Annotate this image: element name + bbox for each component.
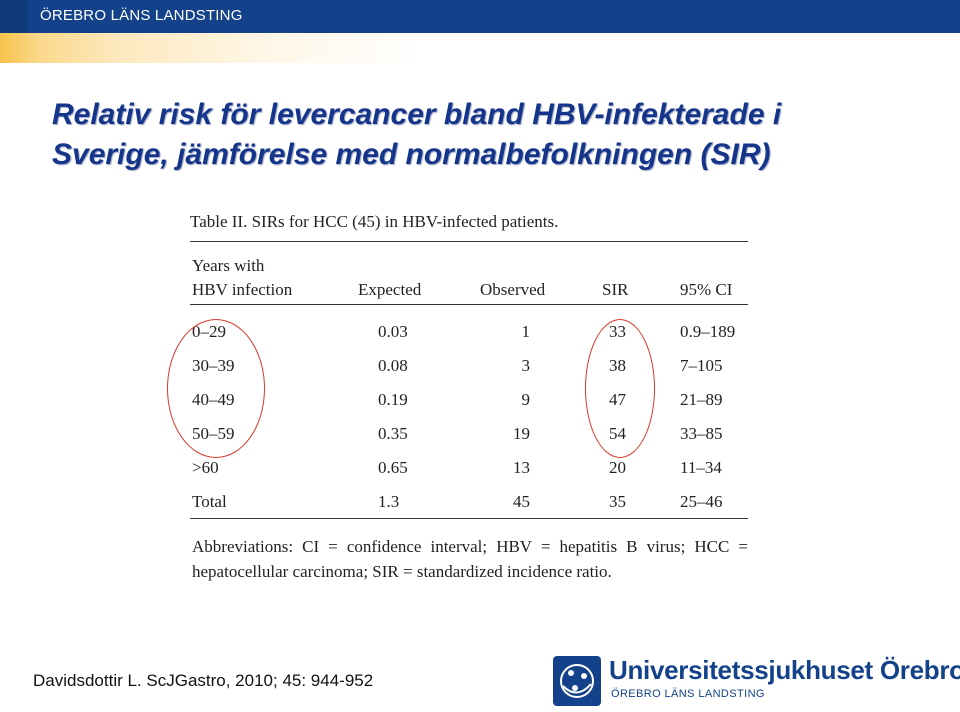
cell-years: Total xyxy=(192,492,227,511)
cell-observed: 19 xyxy=(513,424,530,443)
gold-band xyxy=(0,33,960,63)
table-row: 50–59 0.35 19 54 33–85 xyxy=(190,424,748,448)
cell-observed: 13 xyxy=(513,458,530,477)
header-observed: Observed xyxy=(480,280,546,299)
table-header-rule xyxy=(190,304,748,305)
table-caption: Table II. SIRs for HCC (45) in HBV-infec… xyxy=(190,212,559,231)
top-banner: ÖREBRO LÄNS LANDSTING xyxy=(0,0,960,33)
header-years-line2: HBV infection xyxy=(192,280,293,299)
cell-observed: 1 xyxy=(521,322,531,341)
table-row: 30–39 0.08 3 38 7–105 xyxy=(190,356,748,380)
cell-observed: 9 xyxy=(521,390,531,409)
brand-name: ÖREBRO LÄNS LANDSTING xyxy=(40,7,243,24)
table-row: >60 0.65 13 20 11–34 xyxy=(190,458,748,482)
hospital-logo-title: Universitetssjukhuset Örebro xyxy=(609,655,960,685)
highlight-ellipse-sir xyxy=(585,319,655,458)
cell-ci: 33–85 xyxy=(680,424,723,443)
cell-observed: 45 xyxy=(513,492,530,511)
table-row: 0–29 0.03 1 33 0.9–189 xyxy=(190,322,748,346)
table-abbreviations: Abbreviations: CI = confidence interval;… xyxy=(192,537,748,581)
header-sir: SIR xyxy=(602,280,629,299)
table-bottom-rule xyxy=(190,518,748,519)
cell-sir: 35 xyxy=(609,492,626,511)
cell-years: >60 xyxy=(192,458,219,477)
cell-ci: 11–34 xyxy=(680,458,722,477)
cell-expected: 1.3 xyxy=(378,492,400,511)
hospital-logo-subtitle: ÖREBRO LÄNS LANDSTING xyxy=(611,688,765,700)
slide-title-line1: Relativ risk för levercancer bland HBV-i… xyxy=(52,98,782,131)
cell-expected: 0.08 xyxy=(378,356,408,375)
table-row: Total 1.3 45 35 25–46 xyxy=(190,492,748,516)
header-expected: Expected xyxy=(358,280,422,299)
highlight-ellipse-years xyxy=(167,319,265,458)
cell-ci: 7–105 xyxy=(680,356,723,375)
header-years-line1: Years with xyxy=(192,256,265,275)
banner-accent xyxy=(0,0,28,33)
cell-ci: 21–89 xyxy=(680,390,723,409)
cell-observed: 3 xyxy=(521,356,531,375)
cell-ci: 0.9–189 xyxy=(680,322,736,341)
slide-title: Relativ risk för levercancer bland HBV-i… xyxy=(52,95,912,175)
cell-expected: 0.35 xyxy=(378,424,408,443)
hospital-logo-icon xyxy=(553,656,601,706)
cell-expected: 0.19 xyxy=(378,390,408,409)
citation: Davidsdottir L. ScJGastro, 2010; 45: 944… xyxy=(33,671,374,690)
slide-title-line2: Sverige, jämförelse med normalbefolkning… xyxy=(52,138,771,171)
cell-ci: 25–46 xyxy=(680,492,723,511)
table-row: 40–49 0.19 9 47 21–89 xyxy=(190,390,748,414)
header-ci: 95% CI xyxy=(680,280,733,299)
cell-sir: 20 xyxy=(609,458,626,477)
cell-expected: 0.65 xyxy=(378,458,408,477)
cell-expected: 0.03 xyxy=(378,322,408,341)
table-top-rule xyxy=(190,241,748,242)
